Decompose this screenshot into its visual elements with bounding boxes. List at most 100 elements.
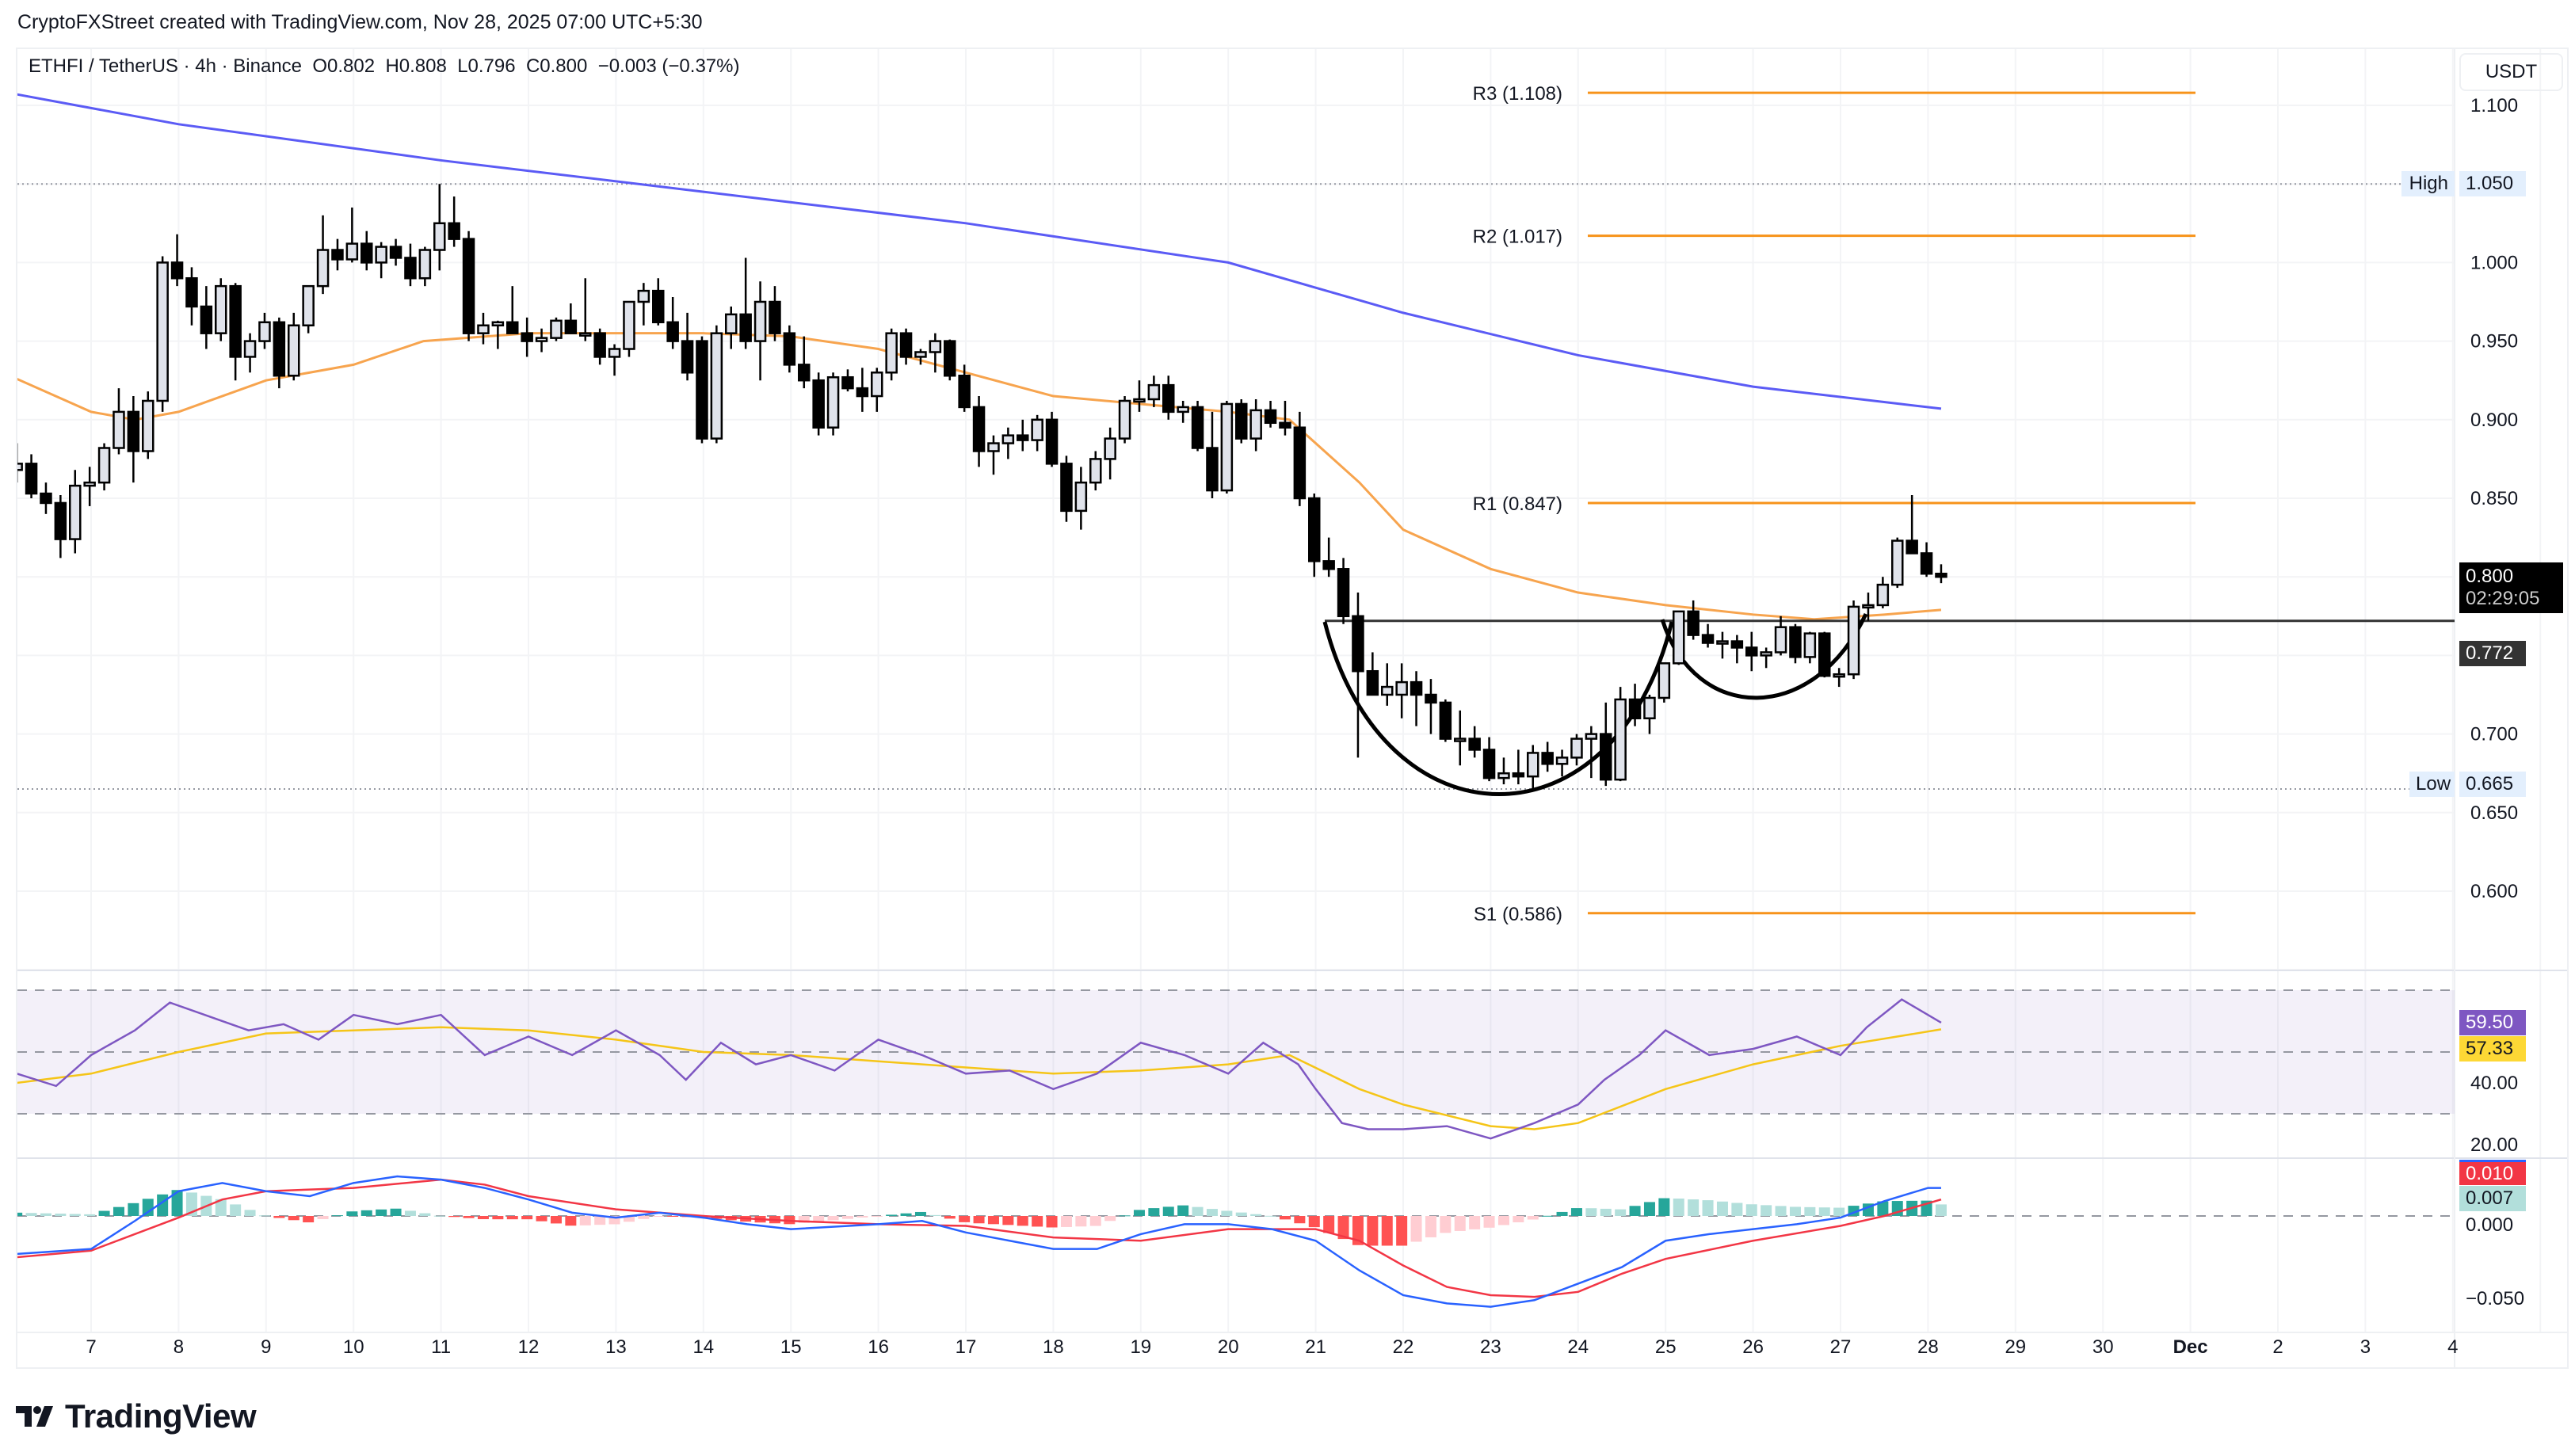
candle[interactable] bbox=[535, 328, 548, 353]
candle[interactable] bbox=[1906, 495, 1918, 555]
candle[interactable] bbox=[1600, 702, 1612, 787]
candle[interactable] bbox=[1206, 411, 1219, 498]
candle[interactable] bbox=[1482, 737, 1496, 782]
candle[interactable] bbox=[1147, 375, 1161, 407]
candle[interactable] bbox=[1001, 427, 1015, 459]
candle[interactable] bbox=[1031, 414, 1043, 452]
candle[interactable] bbox=[1628, 684, 1642, 726]
candle[interactable] bbox=[637, 283, 650, 326]
candle[interactable] bbox=[812, 372, 825, 436]
candle[interactable] bbox=[215, 278, 227, 341]
candle[interactable] bbox=[521, 317, 533, 357]
candle[interactable] bbox=[1555, 749, 1569, 777]
candle[interactable] bbox=[477, 312, 490, 345]
candle[interactable] bbox=[389, 238, 402, 266]
candle[interactable] bbox=[345, 207, 359, 263]
symbol-name[interactable]: ETHFI / TetherUS · 4h · Binance bbox=[29, 55, 303, 77]
candle[interactable] bbox=[1701, 623, 1715, 648]
candle[interactable] bbox=[1366, 652, 1379, 696]
candle[interactable] bbox=[1527, 745, 1539, 790]
candle[interactable] bbox=[1337, 558, 1350, 624]
candle[interactable] bbox=[929, 333, 942, 373]
candle[interactable] bbox=[914, 349, 927, 365]
candle[interactable] bbox=[1060, 455, 1073, 522]
candle[interactable] bbox=[288, 312, 300, 381]
candle[interactable] bbox=[142, 391, 154, 459]
candle[interactable] bbox=[1760, 647, 1772, 669]
candle[interactable] bbox=[652, 278, 665, 326]
candle[interactable] bbox=[958, 364, 971, 412]
candle[interactable] bbox=[710, 325, 723, 444]
candle[interactable] bbox=[1541, 741, 1554, 772]
candle[interactable] bbox=[418, 246, 432, 287]
candle[interactable] bbox=[40, 482, 52, 514]
candle[interactable] bbox=[375, 242, 387, 279]
candle[interactable] bbox=[1643, 695, 1656, 734]
macd-signal-line[interactable] bbox=[17, 1178, 1942, 1298]
candle[interactable] bbox=[506, 286, 519, 334]
candle[interactable] bbox=[666, 297, 679, 349]
candle[interactable] bbox=[25, 454, 38, 498]
candle[interactable] bbox=[127, 396, 140, 483]
candle[interactable] bbox=[331, 238, 344, 271]
macd-line[interactable] bbox=[17, 1175, 1941, 1308]
candle[interactable] bbox=[1381, 663, 1394, 706]
candle[interactable] bbox=[899, 328, 913, 365]
candle[interactable] bbox=[229, 283, 242, 381]
candle[interactable] bbox=[1614, 687, 1627, 782]
candle[interactable] bbox=[1891, 537, 1904, 589]
candle[interactable] bbox=[1658, 662, 1671, 703]
candle[interactable] bbox=[360, 231, 373, 271]
candle[interactable] bbox=[1745, 631, 1758, 672]
macd-pane[interactable] bbox=[11, 1175, 2455, 1308]
candle[interactable] bbox=[1920, 542, 1933, 577]
candle[interactable] bbox=[564, 303, 578, 334]
price-pane[interactable]: R3 (1.108) R2 (1.017) R1 (0.847) S1 (0.586) bbox=[12, 83, 2455, 925]
candle[interactable] bbox=[1497, 757, 1510, 785]
candle[interactable] bbox=[433, 184, 446, 271]
candle[interactable] bbox=[944, 339, 956, 381]
candle[interactable] bbox=[1410, 671, 1423, 726]
candle[interactable] bbox=[1118, 396, 1131, 444]
candle[interactable] bbox=[1468, 726, 1481, 758]
candle[interactable] bbox=[885, 328, 898, 381]
candle[interactable] bbox=[113, 388, 125, 455]
candle[interactable] bbox=[258, 312, 271, 349]
candle[interactable] bbox=[856, 368, 869, 412]
candle[interactable] bbox=[593, 328, 606, 365]
candle[interactable] bbox=[1570, 734, 1583, 766]
candle[interactable] bbox=[1454, 710, 1467, 766]
candle[interactable] bbox=[1089, 451, 1102, 491]
candle[interactable] bbox=[1439, 699, 1452, 742]
candle[interactable] bbox=[170, 234, 184, 287]
candle[interactable] bbox=[826, 372, 840, 436]
candle[interactable] bbox=[1104, 427, 1116, 480]
candle[interactable] bbox=[156, 256, 169, 412]
rsi-pane[interactable] bbox=[17, 989, 2455, 1140]
candle[interactable] bbox=[1235, 399, 1248, 444]
candle[interactable] bbox=[1308, 494, 1321, 577]
candle[interactable] bbox=[200, 286, 213, 349]
candle[interactable] bbox=[798, 336, 811, 389]
currency-button[interactable]: USDT bbox=[2459, 53, 2563, 91]
candle[interactable] bbox=[783, 325, 796, 373]
candle[interactable] bbox=[1017, 419, 1029, 452]
candle[interactable] bbox=[273, 317, 286, 389]
candle[interactable] bbox=[769, 286, 781, 341]
candle[interactable] bbox=[696, 336, 708, 444]
candle[interactable] bbox=[243, 333, 257, 373]
candle[interactable] bbox=[1352, 593, 1364, 758]
candle[interactable] bbox=[987, 435, 1000, 475]
candle[interactable] bbox=[1045, 411, 1059, 467]
candle[interactable] bbox=[972, 396, 986, 467]
candle[interactable] bbox=[1847, 600, 1860, 680]
candle[interactable] bbox=[12, 443, 23, 483]
candle[interactable] bbox=[462, 231, 475, 341]
candle[interactable] bbox=[83, 467, 96, 506]
candle[interactable] bbox=[302, 284, 315, 334]
candle[interactable] bbox=[491, 320, 505, 349]
candle[interactable] bbox=[753, 281, 767, 381]
candle[interactable] bbox=[1293, 411, 1307, 506]
candle[interactable] bbox=[1876, 577, 1890, 608]
